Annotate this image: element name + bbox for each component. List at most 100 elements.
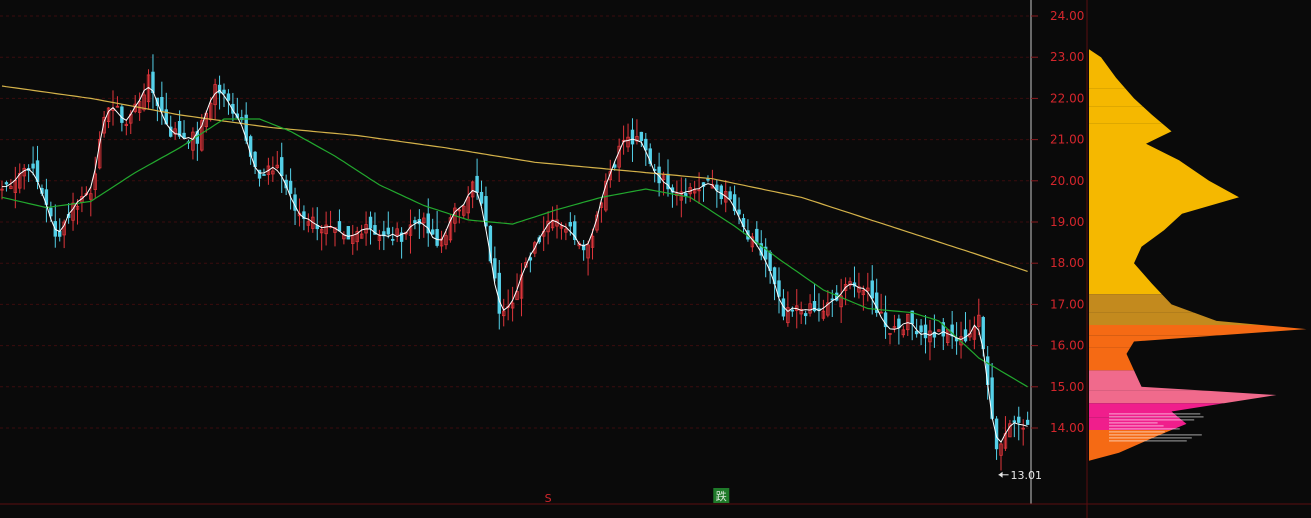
profile-bin xyxy=(1089,417,1187,431)
candle-body xyxy=(906,313,910,331)
candle xyxy=(604,173,608,213)
candle xyxy=(1012,415,1017,438)
profile-bin xyxy=(1089,88,1143,107)
candle-body xyxy=(333,227,337,233)
profile-bin xyxy=(1089,67,1125,89)
candle-body xyxy=(1017,416,1021,423)
candle-body xyxy=(604,180,608,211)
candle-body xyxy=(870,280,874,299)
candle-body xyxy=(515,291,519,301)
y-tick-label: 21.00 xyxy=(1050,133,1084,147)
candle-body xyxy=(692,189,697,194)
y-tick-label: 23.00 xyxy=(1050,50,1084,64)
candle xyxy=(435,211,439,248)
candle-body xyxy=(573,221,577,240)
candle-body xyxy=(248,136,253,157)
candle xyxy=(830,289,834,317)
candle-body xyxy=(1021,427,1025,430)
candle-body xyxy=(49,207,53,217)
candle-body xyxy=(497,272,501,314)
candle-body xyxy=(444,235,448,246)
candle xyxy=(266,157,271,185)
candle-body xyxy=(941,322,945,337)
candle-body xyxy=(177,121,182,137)
candle xyxy=(874,278,879,317)
candle xyxy=(843,277,848,306)
candle-body xyxy=(977,314,981,327)
candle xyxy=(1017,406,1021,441)
candle-body xyxy=(58,231,62,237)
profile-bin xyxy=(1089,205,1211,222)
candle-body xyxy=(4,182,9,185)
candle xyxy=(462,204,466,219)
candle-body xyxy=(763,246,768,260)
candle-body xyxy=(306,221,311,226)
candle xyxy=(377,229,382,250)
candle xyxy=(359,224,364,239)
candle xyxy=(808,294,812,317)
candle-body xyxy=(999,443,1003,456)
candle-body xyxy=(861,290,866,296)
candle-body xyxy=(928,330,932,343)
profile-bin xyxy=(1089,294,1194,313)
moving-averages xyxy=(1,85,1028,443)
y-tick-label: 24.00 xyxy=(1050,9,1084,23)
candle xyxy=(941,318,945,351)
candle-body xyxy=(359,233,364,239)
candle-body xyxy=(430,229,435,235)
candle xyxy=(373,212,377,235)
candle-body xyxy=(373,225,377,235)
candle xyxy=(217,75,222,110)
candle xyxy=(586,240,590,276)
candle-body xyxy=(919,325,923,333)
candle-body xyxy=(386,227,390,235)
candle xyxy=(262,168,266,176)
candle-body xyxy=(963,329,968,342)
candle xyxy=(213,78,217,120)
candle-body xyxy=(737,209,741,215)
candle xyxy=(142,83,146,112)
candle-body xyxy=(1008,423,1012,438)
candle xyxy=(497,260,501,330)
candle-body xyxy=(217,84,222,94)
candle xyxy=(160,81,164,125)
candle-body xyxy=(200,120,204,151)
candle xyxy=(271,156,275,182)
candle-body xyxy=(71,202,75,221)
candle xyxy=(684,178,688,204)
candle xyxy=(866,272,870,302)
candle xyxy=(355,226,359,251)
candle-body xyxy=(466,196,470,214)
y-tick-label: 19.00 xyxy=(1050,215,1084,229)
profile-bin xyxy=(1089,370,1209,391)
candle-body xyxy=(133,103,137,112)
candle xyxy=(848,277,852,290)
candle xyxy=(346,226,351,240)
candle xyxy=(630,118,635,162)
candle-body xyxy=(475,175,479,193)
candle-body xyxy=(160,96,164,112)
candle xyxy=(444,228,448,250)
candle xyxy=(275,151,279,170)
candle xyxy=(515,273,519,301)
candle xyxy=(728,186,732,200)
profile-bin xyxy=(1089,137,1163,152)
candle-body xyxy=(777,280,781,297)
candlesticks xyxy=(0,54,1030,471)
candle-body xyxy=(408,224,413,236)
candle xyxy=(306,213,311,233)
candle-body xyxy=(484,196,488,227)
candle-body xyxy=(288,180,293,194)
profile-bin xyxy=(1089,312,1262,325)
candle-body xyxy=(972,326,977,340)
candle-body xyxy=(257,169,262,179)
candle xyxy=(493,246,497,282)
candle xyxy=(906,313,910,336)
candle-body xyxy=(435,229,439,246)
y-axis: 24.00 23.00 22.00 21.00 20.00 19.00 18.00 17.00… xyxy=(1031,9,1084,435)
candle xyxy=(644,132,648,166)
candle-body xyxy=(470,181,475,198)
candle xyxy=(994,416,999,460)
profile-bin xyxy=(1089,189,1239,206)
profile-bin xyxy=(1089,123,1172,138)
